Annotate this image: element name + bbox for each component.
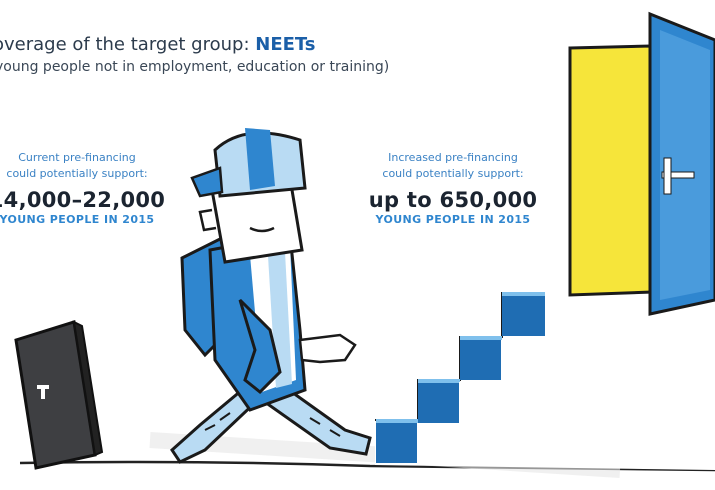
door-handle-icon: [661, 171, 695, 179]
floor-line: [19, 460, 715, 472]
increased-note: YOUNG PEOPLE IN 2015: [375, 213, 531, 226]
stair-step-1: [376, 421, 418, 463]
stair-step-2: [418, 381, 460, 423]
current-figure: 14,000–22,000: [0, 188, 166, 212]
open-door: [568, 11, 715, 316]
current-financing-block: Current pre-financing could potentially …: [0, 150, 172, 227]
title-emphasis: NEETs: [255, 34, 316, 55]
stair-step-4: [502, 294, 545, 336]
current-label-line2: could potentially support:: [6, 167, 148, 180]
increased-label-line1: Increased pre-financing: [388, 151, 518, 164]
small-closed-door: [14, 320, 104, 470]
stair-step-3: [460, 338, 502, 380]
increased-financing-block: Increased pre-financing could potentiall…: [358, 150, 548, 227]
increased-figure: up to 650,000: [368, 188, 538, 212]
current-note: YOUNG PEOPLE IN 2015: [0, 213, 155, 226]
increased-label-line2: could potentially support:: [382, 167, 524, 180]
page-title: overage of the target group: NEETs: [0, 34, 316, 55]
title-prefix: overage of the target group:: [0, 34, 250, 55]
current-label-line1: Current pre-financing: [18, 151, 136, 164]
page-subtitle: young people not in employment, educatio…: [0, 59, 390, 75]
stairs: [375, 290, 715, 470]
walking-person: [170, 128, 372, 464]
